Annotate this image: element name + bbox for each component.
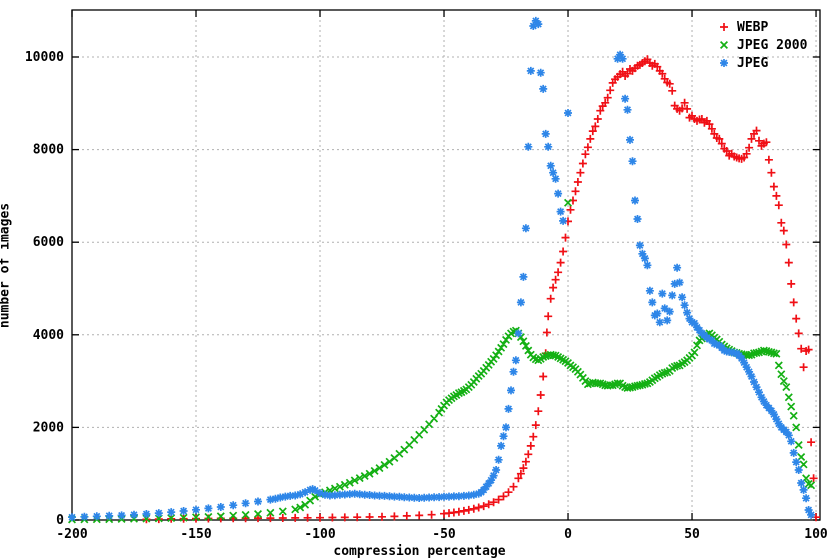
y-tick-label: 6000 bbox=[33, 235, 64, 250]
x-tick-label: -150 bbox=[180, 527, 211, 542]
legend-label: JPEG 2000 bbox=[737, 38, 808, 53]
series-webp bbox=[142, 55, 820, 524]
legend-entry: WEBP bbox=[720, 20, 768, 35]
series-points bbox=[67, 198, 816, 524]
series-jpeg bbox=[68, 16, 816, 522]
x-tick-label: -50 bbox=[432, 527, 456, 542]
y-tick-label: 8000 bbox=[33, 143, 64, 158]
y-tick-label: 2000 bbox=[33, 420, 64, 435]
x-tick-label: 50 bbox=[684, 527, 700, 542]
x-axis-label: compression percentage bbox=[333, 544, 506, 559]
series-points bbox=[68, 16, 816, 522]
star-marker-icon bbox=[720, 59, 728, 67]
y-tick-label: 10000 bbox=[25, 50, 64, 65]
x-tick-label: 0 bbox=[564, 527, 572, 542]
plot-border bbox=[71, 9, 821, 521]
plus-marker-icon bbox=[720, 23, 728, 31]
legend-label: WEBP bbox=[737, 20, 768, 35]
series-points bbox=[142, 55, 820, 524]
legend: WEBP JPEG 2000 JPEG bbox=[719, 20, 808, 71]
x-tick-label: -100 bbox=[304, 527, 335, 542]
legend-label: JPEG bbox=[737, 56, 768, 71]
x-tick-label: 100 bbox=[804, 527, 828, 542]
legend-entry: JPEG bbox=[720, 56, 768, 71]
series-jpeg-2000 bbox=[67, 198, 816, 524]
y-tick-label: 4000 bbox=[33, 328, 64, 343]
y-tick-label: 0 bbox=[56, 513, 64, 528]
legend-entry: JPEG 2000 bbox=[719, 38, 808, 53]
y-axis-label: number of images bbox=[0, 202, 13, 329]
cross-marker-icon bbox=[719, 40, 729, 50]
x-tick-label: -200 bbox=[56, 527, 87, 542]
